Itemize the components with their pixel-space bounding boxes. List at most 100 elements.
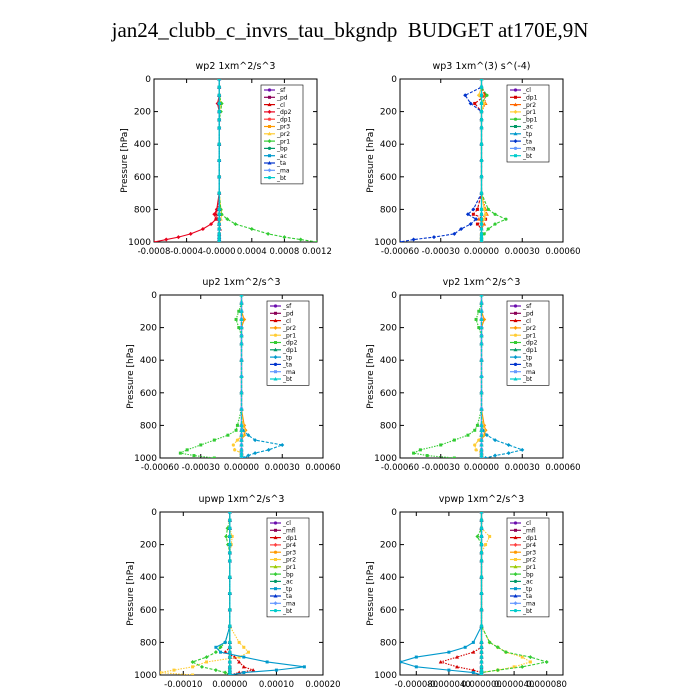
series-point: [480, 238, 483, 242]
series-point: [459, 226, 464, 231]
legend-label: _dp1: [522, 347, 538, 354]
series-point: [192, 454, 196, 458]
legend-label: _cl: [282, 520, 291, 527]
series-point: [217, 142, 221, 146]
series-point: [463, 93, 468, 98]
series-point: [274, 668, 278, 672]
series-point: [239, 358, 244, 362]
series-point: [476, 93, 481, 98]
series-point: [237, 659, 242, 664]
series-point: [237, 655, 241, 659]
series-point: [251, 668, 256, 672]
legend-marker: [273, 318, 278, 323]
series-point: [479, 665, 484, 669]
series-point: [512, 665, 516, 669]
series-point: [160, 671, 162, 675]
legend-label: _dp1: [282, 535, 298, 542]
series-point: [480, 212, 483, 216]
legend-marker: [514, 528, 517, 532]
series-point: [214, 645, 218, 649]
series-point: [234, 428, 238, 432]
series-point: [217, 212, 221, 216]
legend-marker: [514, 587, 517, 591]
series-point: [253, 451, 258, 456]
series-point: [228, 670, 232, 675]
series-point: [249, 226, 254, 231]
series-point: [465, 212, 470, 217]
series-point: [235, 423, 239, 427]
series-point: [239, 428, 244, 432]
legend-marker: [513, 355, 518, 360]
series-point: [212, 438, 216, 442]
series-point: [400, 240, 402, 242]
series-point: [200, 226, 205, 231]
series-point: [228, 645, 232, 649]
legend-label: _dp2: [276, 109, 292, 116]
legend-marker: [513, 521, 518, 525]
y-axis-label: Pressure [hPa]: [366, 344, 376, 409]
legend: _sf_pd_cl_pr2_pr1_dp2_dp1_tp_ta_ma_bt: [266, 300, 310, 386]
x-tick-label: -0.00030: [422, 247, 460, 257]
x-tick-label: 0.000040: [494, 680, 535, 690]
y-tick-label: 0: [391, 291, 397, 301]
series-point: [205, 660, 209, 664]
series-point: [479, 673, 484, 675]
x-tick-label: -0.0000: [203, 247, 236, 257]
legend-marker: [267, 168, 272, 173]
series-point: [475, 207, 479, 211]
legend-marker: [273, 594, 278, 598]
series-point: [239, 442, 244, 447]
y-tick-label: 600: [380, 606, 397, 616]
series-group: [411, 295, 525, 458]
series-point: [266, 447, 271, 452]
series-point: [520, 447, 525, 452]
series-point: [479, 608, 484, 612]
legend-label: _pd: [522, 311, 534, 318]
legend-label: _pr2: [282, 557, 296, 564]
series-point: [217, 217, 221, 221]
series-point: [471, 668, 476, 672]
legend-label: _pr1: [522, 332, 536, 339]
series-point: [414, 665, 418, 669]
legend-marker: [268, 154, 271, 158]
panel-3: up2 1xm^2/s^3 Pressure [hPa] 0 200 400 600 800…: [126, 277, 341, 473]
y-tick-label: 200: [380, 541, 397, 551]
series-point: [239, 295, 244, 297]
series-point: [480, 222, 483, 226]
legend-label: _pr2: [522, 557, 536, 564]
legend-marker: [513, 535, 518, 540]
series-line-pr2: [160, 512, 250, 675]
series-point: [217, 227, 221, 231]
legend-marker: [268, 125, 271, 128]
legend-label: _sf: [282, 303, 292, 310]
legend-label: _tp: [282, 354, 292, 361]
series-point: [493, 438, 498, 443]
legend-marker: [513, 542, 518, 547]
x-tick-label: -0.00060: [381, 247, 419, 257]
series-group: [154, 79, 317, 242]
legend-marker: [513, 347, 518, 352]
series-point: [479, 526, 484, 530]
series-point: [480, 110, 483, 114]
legend-label: _pr1: [522, 109, 536, 116]
series-point: [479, 645, 484, 649]
x-tick-label: -0.00060: [381, 463, 419, 473]
series-point: [217, 110, 221, 114]
legend-label: _dp2: [282, 340, 298, 347]
legend: _sf_pd_cl_pr2_pr1_dp2_dp1_tp_ta_ma_bt: [506, 300, 550, 386]
series-point: [233, 448, 237, 452]
series-point: [217, 101, 221, 106]
series-point: [191, 673, 195, 675]
series-point: [452, 456, 456, 458]
legend-marker: [273, 325, 278, 330]
legend-label: _cl: [522, 87, 531, 94]
series-point: [495, 645, 500, 650]
legend-label: _bt: [282, 376, 293, 383]
series-point: [479, 333, 484, 338]
series-point: [479, 650, 484, 654]
y-axis-label: Pressure [hPa]: [126, 561, 136, 626]
series-point: [213, 668, 218, 673]
y-tick-label: 1000: [374, 671, 397, 681]
series-point: [266, 231, 271, 236]
series-point: [463, 645, 467, 649]
